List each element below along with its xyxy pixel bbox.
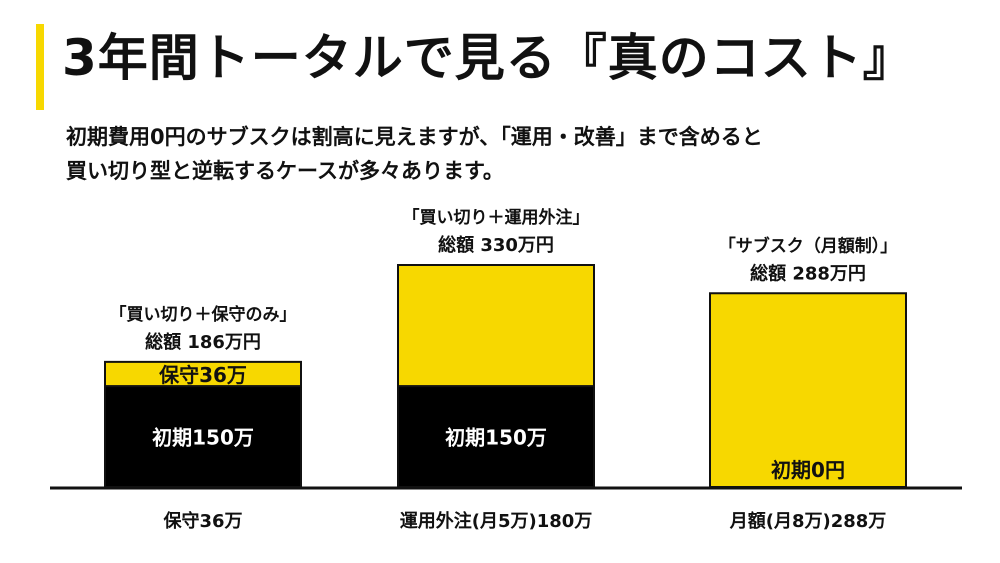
category-name-1: 「買い切り＋運用外注」 — [403, 207, 590, 228]
category-total-0: 総額 186万円 — [145, 331, 261, 353]
category-total-2: 総額 288万円 — [750, 262, 866, 284]
subtitle-line-1: 初期費用0円のサブスクは割高に見えますが、「運用・改善」まで含めると — [66, 125, 763, 149]
segment-label-1-0: 保守36万 — [158, 363, 247, 387]
page-subtitle: 初期費用0円のサブスクは割高に見えますが、「運用・改善」まで含めると 買い切り型… — [66, 120, 763, 188]
segment-label-0-1: 初期150万 — [445, 426, 547, 450]
segment-label-0-0: 初期150万 — [152, 426, 254, 450]
bar-segment-1-2 — [709, 292, 907, 488]
category-bottom-label-0: 保守36万 — [162, 510, 242, 532]
category-name-2: 「サブスク（月額制）」 — [719, 235, 898, 256]
category-bottom-label-2: 月額(月8万)288万 — [729, 510, 887, 532]
page-title: 3年間トータルで見る『真のコスト』 — [62, 29, 914, 87]
category-bottom-label-1: 運用外注(月5万)180万 — [400, 510, 593, 532]
category-name-0: 「買い切り＋保守のみ」 — [110, 304, 297, 325]
subtitle-line-2: 買い切り型と逆転するケースが多々あります。 — [66, 159, 504, 184]
bar-segment-1-1 — [397, 264, 595, 388]
bars-group — [104, 264, 907, 488]
bar-segment-1-0 — [104, 360, 302, 388]
category-total-1: 総額 330万円 — [438, 234, 554, 256]
title-accent-bar — [36, 24, 44, 110]
segment-label-0-2: 初期0円 — [771, 458, 845, 482]
